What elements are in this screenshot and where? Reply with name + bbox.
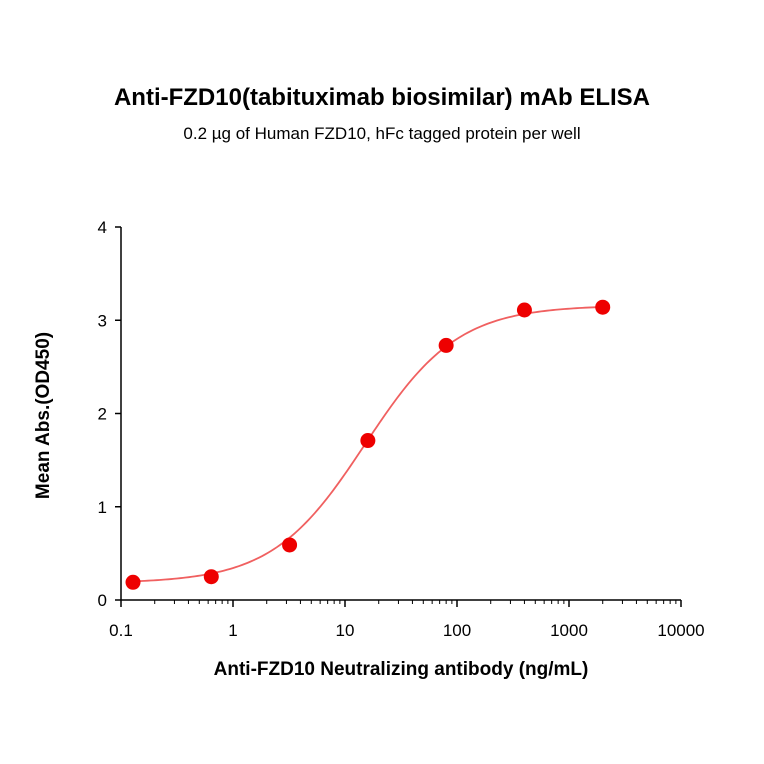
y-tick-label: 0	[98, 591, 107, 610]
y-axis-title: Mean Abs.(OD450)	[33, 332, 54, 499]
y-tick-label: 4	[98, 218, 107, 237]
y-tick-label: 2	[98, 405, 107, 424]
x-tick-label: 100	[443, 621, 471, 640]
data-point	[438, 337, 454, 353]
data-point	[203, 569, 219, 585]
x-tick-label: 0.1	[109, 621, 133, 640]
axes: 0 1 2 3 4 0.1 1 10 100 1000 10000	[98, 218, 705, 640]
x-tick-label: 1	[228, 621, 237, 640]
chart-subtitle: 0.2 µg of Human FZD10, hFc tagged protei…	[183, 124, 581, 143]
data-point	[516, 302, 532, 318]
data-points-layer	[125, 299, 611, 590]
y-tick-label: 1	[98, 498, 107, 517]
x-axis-title: Anti-FZD10 Neutralizing antibody (ng/mL)	[214, 659, 589, 680]
x-tick-label: 10000	[657, 621, 704, 640]
y-tick-label: 3	[98, 311, 107, 330]
data-point	[360, 433, 376, 449]
data-point	[595, 299, 611, 315]
x-tick-label: 1000	[550, 621, 588, 640]
chart-title: Anti-FZD10(tabituximab biosimilar) mAb E…	[113, 84, 651, 111]
x-tick-label: 10	[336, 621, 355, 640]
data-point	[125, 574, 141, 590]
data-point	[282, 537, 298, 553]
